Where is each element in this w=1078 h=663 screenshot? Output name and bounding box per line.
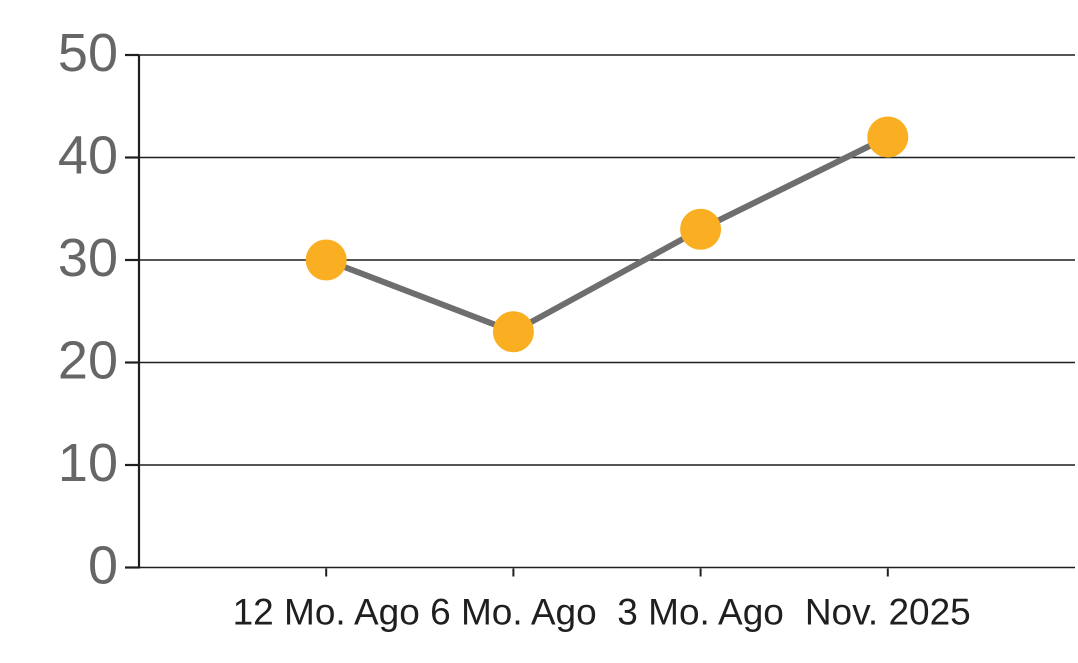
data-point-marker (305, 239, 347, 281)
data-point-marker (492, 311, 534, 353)
x-axis-tick-label: 3 Mo. Ago (617, 592, 784, 633)
data-point-marker (867, 116, 909, 158)
y-axis-tick-label: 10 (58, 433, 118, 493)
y-axis-tick-label: 20 (58, 331, 118, 391)
y-axis-tick-label: 30 (58, 228, 118, 288)
data-point-marker (680, 208, 722, 250)
y-axis-tick-label: 40 (58, 126, 118, 186)
y-axis-tick-label: 0 (88, 536, 118, 596)
x-axis-tick-label: Nov. 2025 (805, 592, 971, 633)
series-line (323, 134, 891, 335)
x-axis-tick-label: 6 Mo. Ago (430, 592, 597, 633)
x-axis-tick-label: 12 Mo. Ago (233, 592, 420, 633)
y-axis-tick-label: 50 (58, 23, 118, 83)
